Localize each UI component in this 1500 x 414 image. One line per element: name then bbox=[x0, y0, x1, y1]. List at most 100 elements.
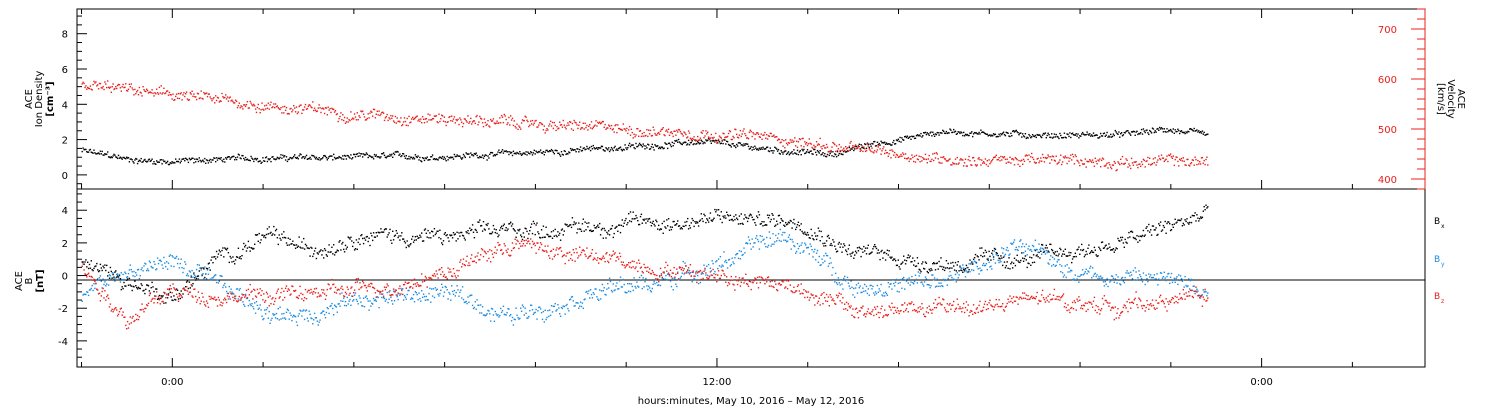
velocity-point bbox=[214, 102, 215, 103]
bx-point bbox=[947, 267, 948, 268]
by-point bbox=[916, 279, 917, 280]
bx-point bbox=[988, 251, 989, 252]
by-point bbox=[117, 273, 118, 274]
density-point bbox=[805, 152, 806, 153]
bx-point bbox=[180, 298, 181, 299]
by-point bbox=[754, 242, 755, 243]
velocity-point bbox=[277, 105, 278, 106]
density-point bbox=[362, 156, 363, 157]
bx-point bbox=[1058, 253, 1059, 254]
legend-by-label: B bbox=[1434, 255, 1440, 265]
by-point bbox=[615, 285, 616, 286]
bx-point bbox=[962, 272, 963, 273]
by-point bbox=[647, 289, 648, 290]
by-point bbox=[275, 317, 276, 318]
bx-point bbox=[989, 256, 990, 257]
velocity-point bbox=[285, 110, 286, 111]
bx-point bbox=[1155, 229, 1156, 230]
velocity-point bbox=[181, 99, 182, 100]
bx-point bbox=[321, 254, 322, 255]
density-point bbox=[373, 158, 374, 159]
velocity-point bbox=[511, 119, 512, 120]
by-point bbox=[251, 303, 252, 304]
by-point bbox=[987, 269, 988, 270]
density-point bbox=[685, 142, 686, 143]
bx-point bbox=[369, 245, 370, 246]
by-point bbox=[1056, 265, 1057, 266]
density-point bbox=[696, 143, 697, 144]
velocity-point bbox=[423, 119, 424, 120]
velocity-point bbox=[342, 114, 343, 115]
bx-point bbox=[1028, 263, 1029, 264]
bx-point bbox=[603, 238, 604, 239]
bx-point bbox=[444, 234, 445, 235]
by-point bbox=[222, 287, 223, 288]
velocity-point bbox=[307, 108, 308, 109]
velocity-point bbox=[153, 95, 154, 96]
bx-point bbox=[863, 246, 864, 247]
by-point bbox=[731, 264, 732, 265]
bx-point bbox=[1191, 222, 1192, 223]
velocity-point bbox=[781, 139, 782, 140]
bx-point bbox=[209, 262, 210, 263]
velocity-point bbox=[949, 158, 950, 159]
bx-point bbox=[363, 243, 364, 244]
bx-point bbox=[924, 268, 925, 269]
by-point bbox=[749, 239, 750, 240]
density-point bbox=[184, 160, 185, 161]
velocity-point bbox=[927, 162, 928, 163]
bx-point bbox=[771, 213, 772, 214]
density-point bbox=[534, 150, 535, 151]
velocity-point bbox=[438, 114, 439, 115]
bx-point bbox=[512, 223, 513, 224]
velocity-point bbox=[1037, 158, 1038, 159]
bx-point bbox=[1057, 255, 1058, 256]
density-point bbox=[350, 154, 351, 155]
velocity-point bbox=[191, 93, 192, 94]
by-point bbox=[991, 268, 992, 269]
density-point bbox=[748, 146, 749, 147]
bx-point bbox=[1197, 218, 1198, 219]
by-point bbox=[161, 261, 162, 262]
bx-point bbox=[1113, 248, 1114, 249]
by-point bbox=[1019, 241, 1020, 242]
density-point bbox=[1123, 134, 1124, 135]
velocity-point bbox=[130, 86, 131, 87]
velocity-point bbox=[1101, 160, 1102, 161]
by-point bbox=[296, 321, 297, 322]
by-series bbox=[82, 229, 1209, 326]
bx-point bbox=[818, 228, 819, 229]
velocity-point bbox=[399, 121, 400, 122]
bx-point bbox=[722, 216, 723, 217]
by-point bbox=[895, 282, 896, 283]
by-point bbox=[981, 270, 982, 271]
density-point bbox=[1093, 132, 1094, 133]
density-point bbox=[340, 157, 341, 158]
velocity-point bbox=[649, 133, 650, 134]
by-point bbox=[420, 301, 421, 302]
density-point bbox=[827, 154, 828, 155]
velocity-point bbox=[195, 96, 196, 97]
by-point bbox=[873, 292, 874, 293]
velocity-point bbox=[816, 141, 817, 142]
bx-point bbox=[141, 285, 142, 286]
bx-point bbox=[972, 263, 973, 264]
velocity-point bbox=[693, 136, 694, 137]
bx-point bbox=[319, 250, 320, 251]
velocity-point bbox=[733, 137, 734, 138]
density-point bbox=[368, 157, 369, 158]
velocity-point bbox=[1155, 164, 1156, 165]
velocity-point bbox=[1149, 158, 1150, 159]
bx-point bbox=[258, 241, 259, 242]
by-point bbox=[768, 245, 769, 246]
velocity-point bbox=[931, 159, 932, 160]
density-point bbox=[137, 163, 138, 164]
velocity-point bbox=[1194, 165, 1195, 166]
density-point bbox=[992, 135, 993, 136]
velocity-point bbox=[367, 118, 368, 119]
velocity-point bbox=[599, 122, 600, 123]
by-point bbox=[399, 295, 400, 296]
bx-point bbox=[616, 226, 617, 227]
by-point bbox=[540, 308, 541, 309]
velocity-point bbox=[1028, 154, 1029, 155]
